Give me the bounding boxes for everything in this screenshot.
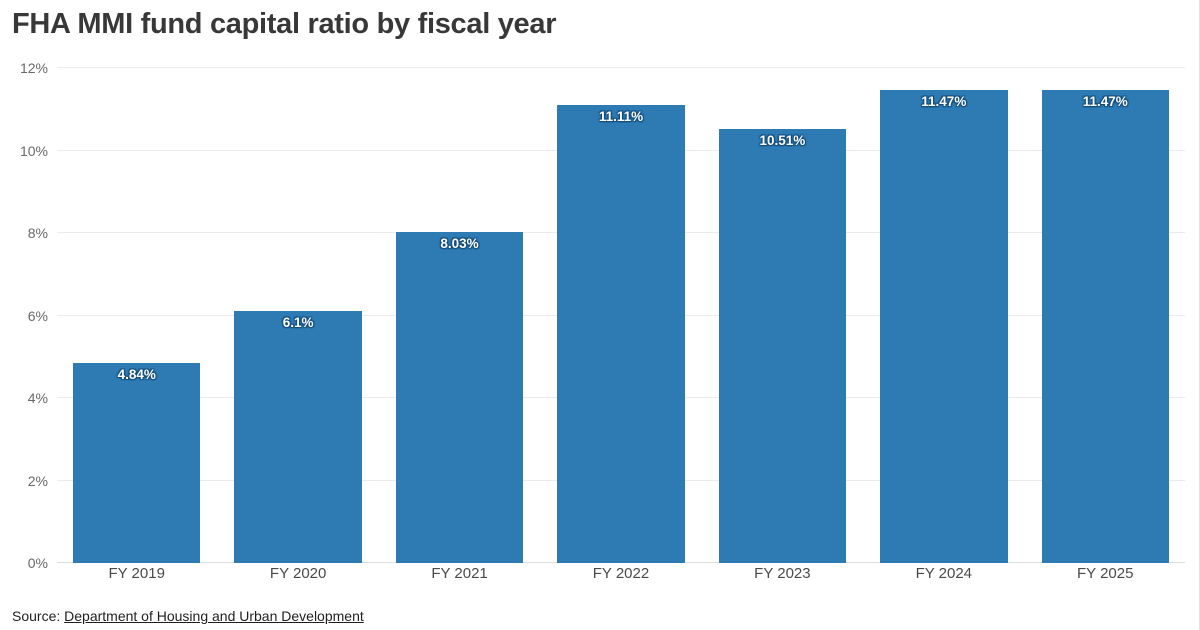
- bar-value-label: 10.51%: [759, 133, 806, 149]
- y-tick-label: 6%: [27, 307, 48, 324]
- y-tick-label: 8%: [27, 225, 48, 241]
- source-prefix: Source:: [12, 608, 65, 624]
- plot-area: 4.84% 6.1% 8.03% 11.11% 10.51% 11.47% 11.47%: [57, 67, 1185, 563]
- bar-fy-2020: 6.1%: [234, 311, 362, 563]
- x-axis-label: FY 2025: [1077, 565, 1134, 582]
- bar-value-label: 8.03%: [440, 235, 479, 251]
- bar-value-label: 11.11%: [598, 108, 644, 124]
- x-axis-label: FY 2020: [269, 565, 327, 582]
- source-line: Source: Department of Housing and Urban …: [12, 608, 364, 624]
- bar-value-label: 11.47%: [1082, 93, 1128, 109]
- y-tick-label: 2%: [27, 472, 48, 489]
- bar-fy-2021: 8.03%: [395, 231, 524, 563]
- x-axis-label: FY 2022: [592, 565, 650, 582]
- x-axis-label: FY 2021: [431, 565, 488, 582]
- bar-value-label: 6.1%: [282, 315, 314, 331]
- bar-series: 4.84% 6.1% 8.03% 11.11% 10.51% 11.47% 11.47%: [57, 68, 1185, 563]
- x-axis-label: FY 2023: [754, 565, 811, 582]
- page-title: FHA MMI fund capital ratio by fiscal yea…: [12, 8, 557, 40]
- bar-fy-2019: 4.84%: [73, 363, 201, 563]
- y-axis: 0% 2% 4% 6% 8% 10% 12%: [0, 60, 48, 571]
- y-tick-label: 0%: [27, 555, 48, 571]
- bar-fy-2025: 11.47%: [1041, 89, 1169, 563]
- bar-fy-2022: 11.11%: [557, 104, 685, 563]
- bar-fy-2023: 10.51%: [718, 129, 847, 563]
- x-axis-label: FY 2019: [108, 565, 165, 582]
- bar-value-label: 4.84%: [117, 367, 156, 383]
- y-tick-label: 10%: [19, 142, 48, 159]
- y-tick-label: 12%: [19, 60, 48, 76]
- source-link[interactable]: Department of Housing and Urban Developm…: [64, 608, 364, 624]
- y-tick-label: 4%: [27, 390, 48, 406]
- bar-fy-2024: 11.47%: [880, 89, 1008, 563]
- bar-value-label: 11.47%: [921, 93, 967, 109]
- x-axis: FY 2019 FY 2020 FY 2021 FY 2022 FY 2023 FY 20…: [57, 565, 1185, 582]
- x-axis-label: FY 2024: [915, 565, 973, 582]
- gridline: [57, 67, 1185, 68]
